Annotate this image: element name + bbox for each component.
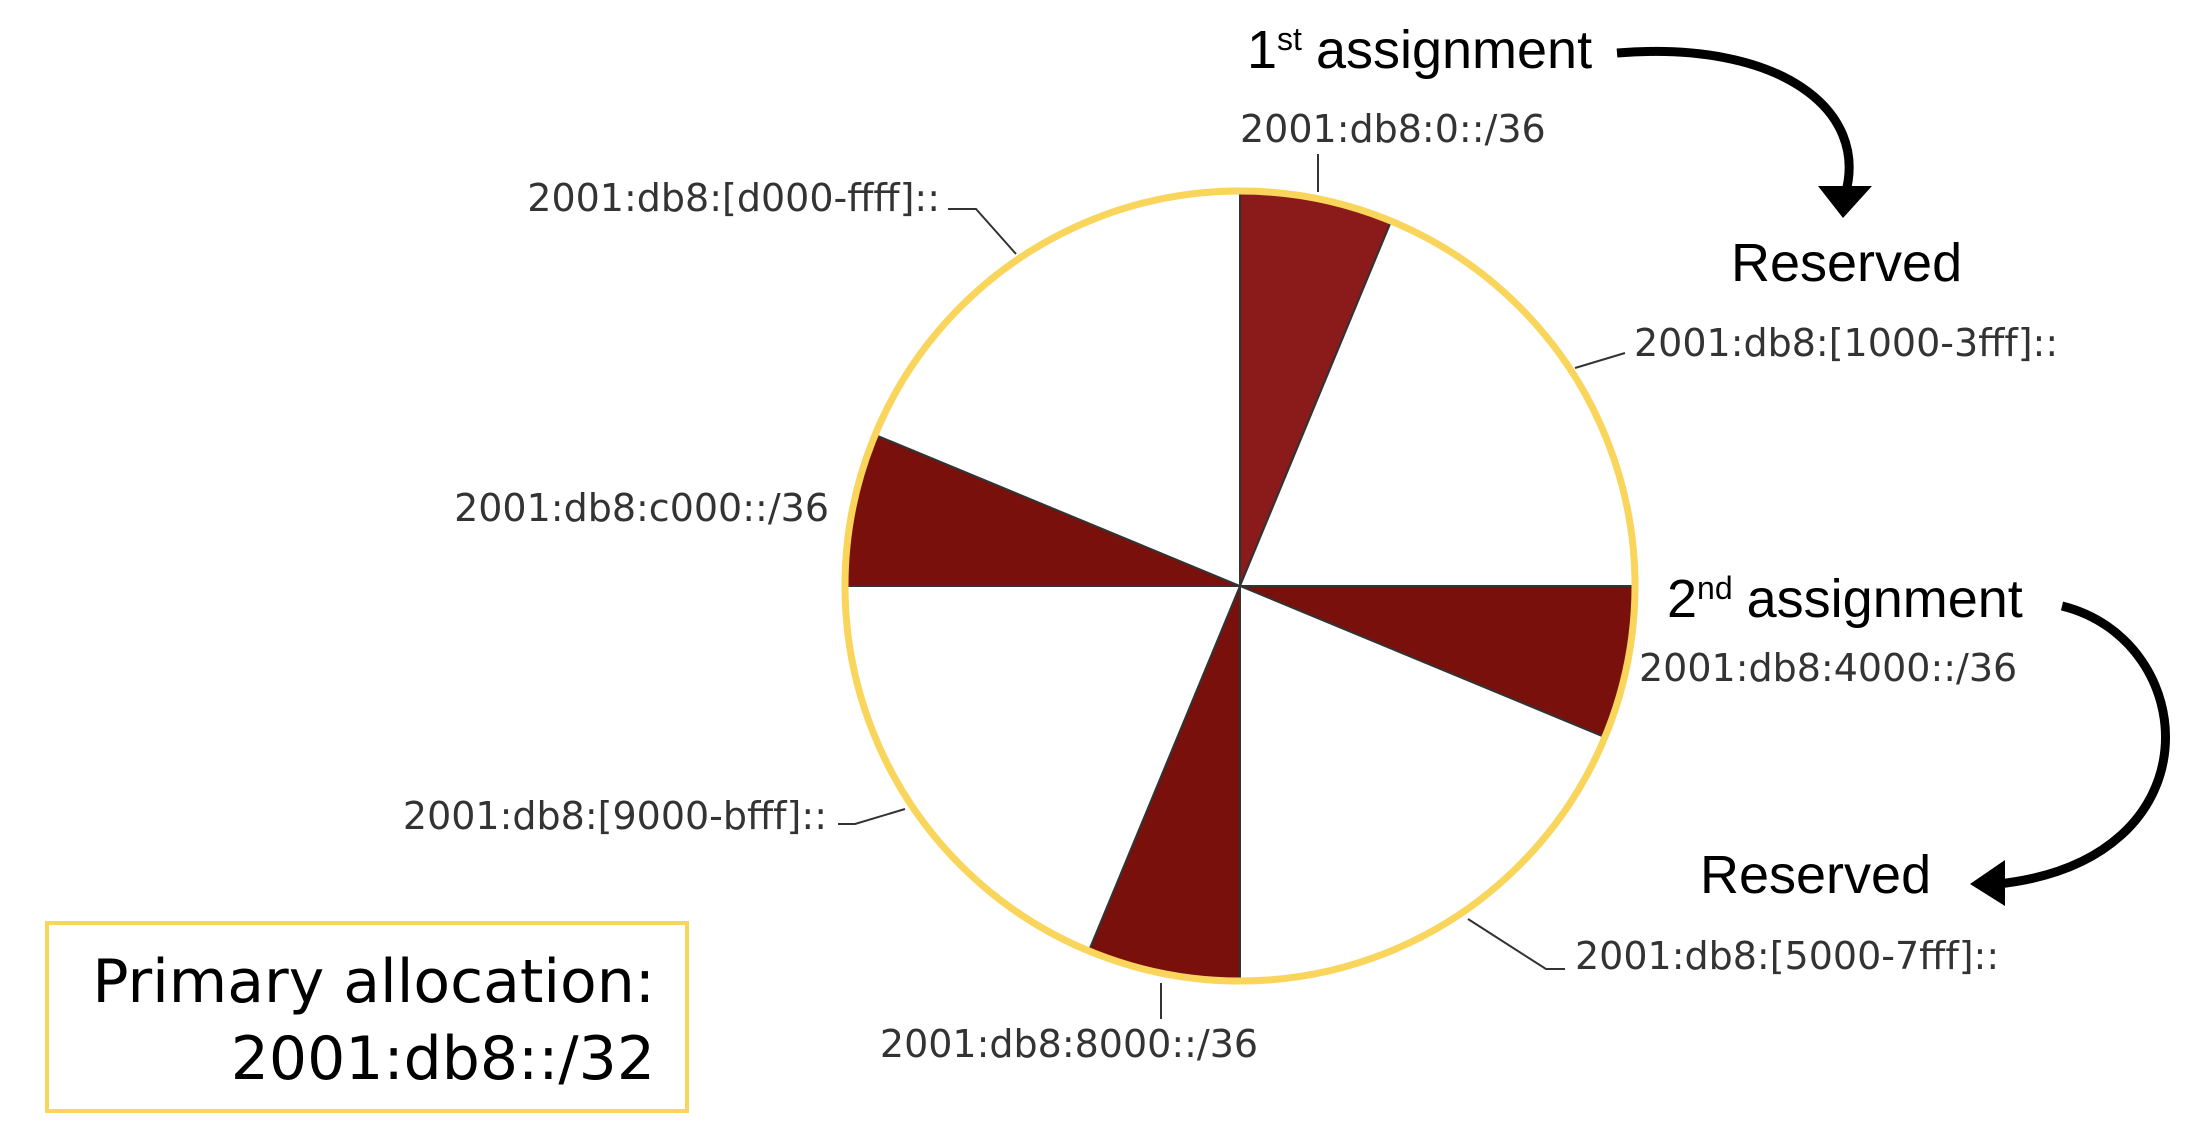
block-label: 2001:db8:[1000-3fff]:: [1634, 321, 2058, 365]
reserved-label: Reserved [1700, 845, 1931, 905]
pie-border [841, 187, 1639, 985]
leader-line [1574, 352, 1626, 369]
arrow [1616, 47, 1854, 197]
reserved-label: Reserved [1731, 233, 1962, 293]
ordinal: 1 [1247, 20, 1277, 80]
assignment-text: assignment [1747, 569, 2023, 629]
block-label: 2001:db8:[9000-bfff]:: [403, 794, 827, 838]
leader-line [838, 808, 906, 825]
ordinal: 2 [1667, 569, 1697, 629]
assignment-label: 2nd assignment [1667, 569, 2023, 629]
ordinal-suffix: st [1277, 21, 1302, 57]
block-label: 2001:db8:4000::/36 [1639, 646, 2017, 690]
leader-line [948, 208, 1017, 255]
ordinal-suffix: nd [1697, 570, 1733, 606]
leader-line [1467, 918, 1565, 970]
assignment-label: 1st assignment [1247, 20, 1592, 80]
block-label: 2001:db8:[d000-ffff]:: [527, 176, 940, 220]
block-label: 2001:db8:0::/36 [1240, 107, 1546, 151]
assignment-text: assignment [1316, 20, 1592, 80]
arrow [1997, 601, 2170, 889]
primary-label: Primary allocation: [92, 947, 655, 1017]
address-pie [843, 189, 1637, 983]
block-label: 2001:db8:[5000-7fff]:: [1575, 934, 1999, 978]
primary-box [45, 921, 689, 1113]
primary-prefix: 2001:db8::/32 [231, 1024, 655, 1094]
block-label: 2001:db8:c000::/36 [454, 486, 829, 530]
arrow-head [1818, 186, 1872, 218]
arrow-head [1970, 860, 2005, 906]
block-label: 2001:db8:8000::/36 [880, 1022, 1258, 1066]
